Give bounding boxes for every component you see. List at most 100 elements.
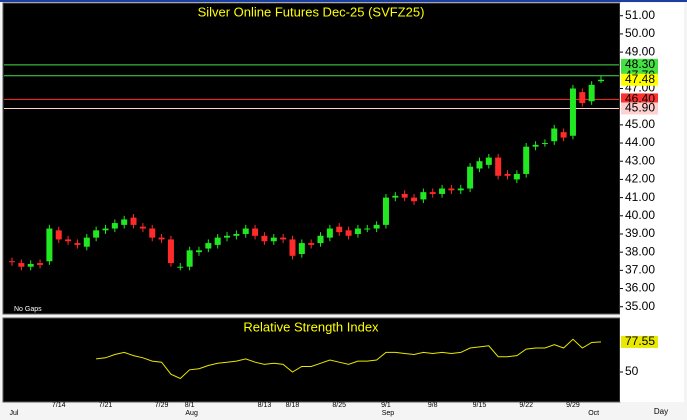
x-tick-label: 7/14 [52,402,66,409]
candle-body [523,146,530,174]
x-tick-label: 9/22 [519,402,533,409]
candle-body [9,261,15,263]
candle-body [504,173,511,176]
candle-body [373,224,380,229]
candle-body [214,237,221,245]
candle-body [298,243,305,254]
level-label: 48.30 [625,57,655,71]
x-tick-label: 9/29 [566,402,580,409]
candle-body [280,237,287,240]
candle-body [121,219,128,225]
candle-body [476,161,483,169]
candle-body [130,217,137,225]
month-label: Jul [10,410,19,417]
candle-body [513,173,520,180]
y-tick-label: 37.00 [625,263,655,277]
candle-body [102,228,109,231]
x-tick-label: 7/21 [99,402,113,409]
rsi-line [96,338,602,380]
candle-body [392,195,399,198]
candle-body [18,263,25,267]
level-label-box [621,93,658,106]
y-tick-label: 44.00 [625,135,655,149]
candle-body [429,192,436,194]
last-price-box [621,73,658,86]
candle-body [336,226,343,233]
window-top-border [0,0,687,2]
candle-body [354,228,361,234]
candle-body [485,157,492,165]
candle-body [364,228,371,230]
candle-body [448,188,455,191]
candle-body [541,143,548,145]
x-tick-label: 8/13 [258,402,272,409]
y-tick-label: 43.00 [625,153,655,167]
candle-body [93,230,100,238]
y-tick-label: 40.00 [625,208,655,222]
candle-body [74,243,81,245]
y-tick-label: 51.00 [625,8,655,22]
candle-body [411,197,418,202]
y-tick-label: 50.00 [625,26,655,40]
last-price-label: 47.48 [625,72,655,86]
x-tick-label: 9/15 [473,402,487,409]
candle-body [27,263,34,267]
candle-body [457,188,464,191]
candle-body [532,144,539,147]
candle-body [224,235,231,238]
price-panel [2,2,621,315]
candle-body [205,243,212,249]
candle-body [158,237,165,240]
candle-body [65,239,72,242]
candle-body [242,228,249,234]
y-tick-label: 42.00 [625,172,655,186]
candle-body [252,228,259,236]
candle-body [195,250,202,253]
candle-body [289,239,296,256]
candle-body [261,235,268,242]
candle-body [149,228,156,238]
month-label: Oct [588,410,599,417]
candle-body [177,266,184,268]
candle-body [467,166,474,189]
candle-body [579,92,586,104]
candle-body [588,84,595,102]
note: No Gaps [14,306,42,313]
chart-title: Silver Online Futures Dec-25 (SVFZ25) [198,4,425,19]
y-tick-label: 49.00 [625,44,655,58]
rsi-title: Relative Strength Index [243,319,379,334]
candle-body [270,237,277,242]
candle-body [186,250,193,267]
candle-body [46,228,53,262]
y-tick-label: 50 [625,364,639,378]
level-label: 46.40 [625,92,655,106]
candle-body [308,243,315,245]
y-tick-label: 35.00 [625,299,655,313]
month-label: Sep [382,410,395,417]
level-label-box [621,58,658,71]
candle-body [83,237,90,247]
x-tick-label: 9/1 [381,402,391,409]
level-label-box [621,102,658,115]
candle-body [233,233,240,236]
x-tick-label: 9/8 [428,402,438,409]
level-label: 45.90 [625,101,655,115]
candle-body [382,197,389,225]
x-tick-label: 8/25 [332,402,346,409]
candle-body [345,230,352,236]
candle-body [55,230,62,240]
y-tick-label: 45.00 [625,117,655,131]
month-label: Aug [185,410,198,417]
candle-body [439,188,446,194]
y-tick-label: 38.00 [625,244,655,258]
candle-body [111,223,118,229]
x-axis-label: Day [654,407,668,416]
y-tick-label: 41.00 [625,190,655,204]
candle-body [326,228,333,238]
y-tick-label: 39.00 [625,226,655,240]
candle-body [560,132,567,138]
candle-body [569,88,576,136]
candle-body [495,157,502,176]
